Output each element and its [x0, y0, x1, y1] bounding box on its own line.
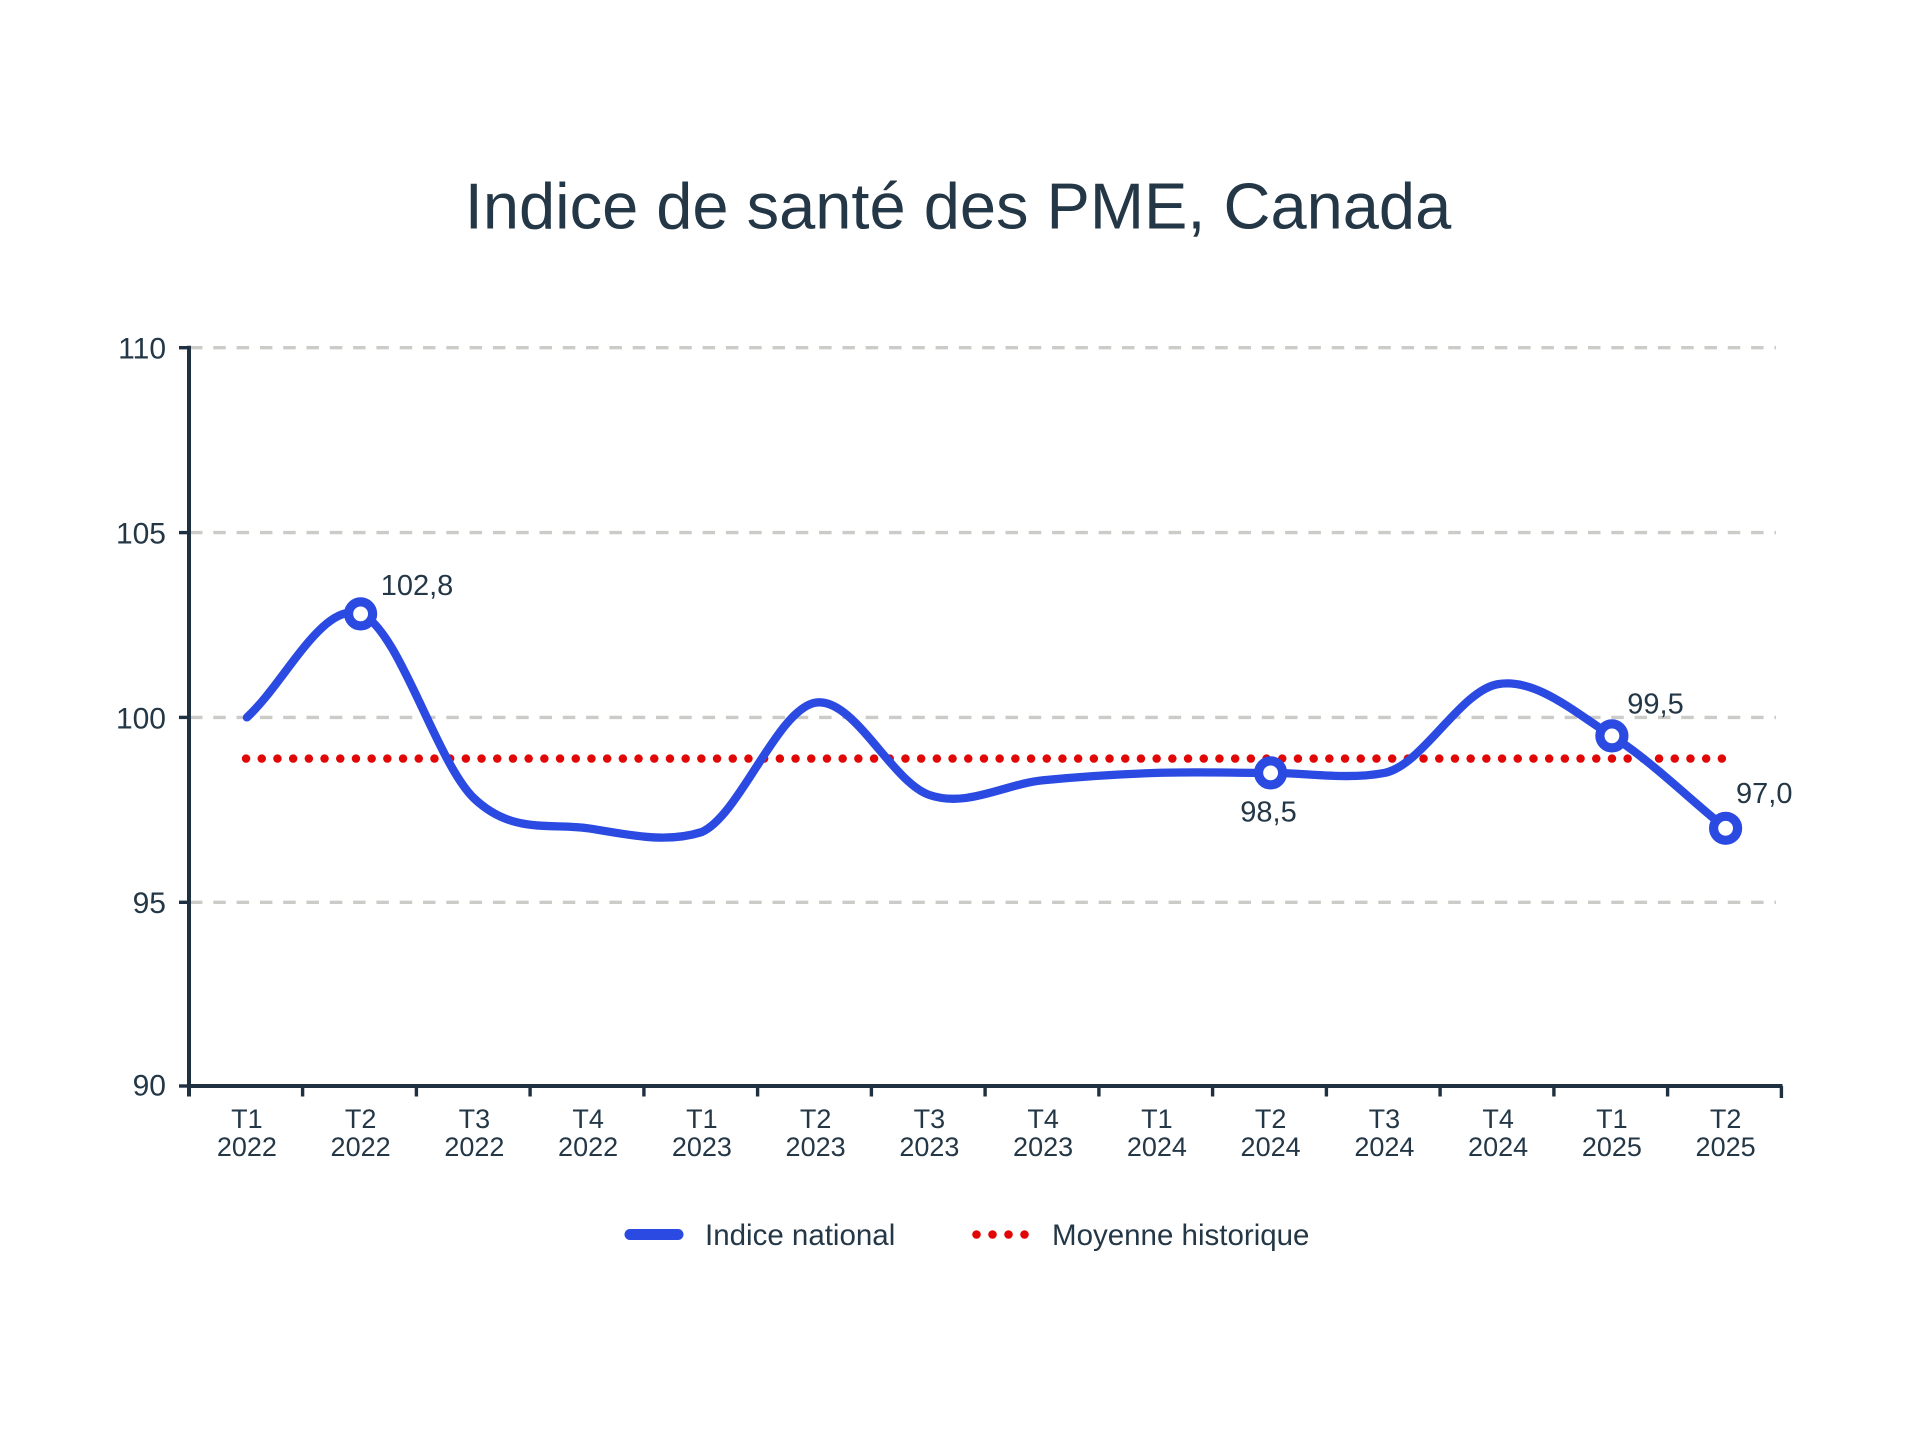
- svg-text:90: 90: [133, 1070, 166, 1103]
- svg-text:T2: T2: [1255, 1104, 1287, 1134]
- svg-text:102,8: 102,8: [381, 570, 454, 602]
- svg-text:T4: T4: [1482, 1104, 1514, 1134]
- svg-text:T2: T2: [345, 1104, 377, 1134]
- svg-text:T4: T4: [1027, 1104, 1059, 1134]
- svg-text:T1: T1: [686, 1104, 718, 1134]
- svg-text:100: 100: [116, 702, 166, 735]
- svg-text:T1: T1: [1596, 1104, 1628, 1134]
- svg-text:T3: T3: [914, 1104, 946, 1134]
- svg-text:97,0: 97,0: [1736, 778, 1792, 810]
- svg-text:T3: T3: [459, 1104, 491, 1134]
- svg-text:2024: 2024: [1127, 1132, 1187, 1162]
- svg-text:T1: T1: [1141, 1104, 1173, 1134]
- svg-text:2024: 2024: [1468, 1132, 1528, 1162]
- svg-text:2024: 2024: [1241, 1132, 1301, 1162]
- svg-text:2025: 2025: [1582, 1132, 1642, 1162]
- svg-text:110: 110: [118, 333, 166, 366]
- svg-text:98,5: 98,5: [1240, 797, 1296, 829]
- svg-text:95: 95: [133, 887, 166, 920]
- svg-text:T4: T4: [572, 1104, 604, 1134]
- svg-text:99,5: 99,5: [1627, 689, 1683, 721]
- svg-text:2022: 2022: [444, 1132, 504, 1162]
- svg-text:2023: 2023: [899, 1132, 959, 1162]
- svg-text:T3: T3: [1369, 1104, 1401, 1134]
- svg-text:T1: T1: [231, 1104, 263, 1134]
- svg-text:2023: 2023: [1013, 1132, 1073, 1162]
- svg-text:2023: 2023: [672, 1132, 732, 1162]
- svg-text:2022: 2022: [217, 1132, 277, 1162]
- svg-text:T2: T2: [800, 1104, 832, 1134]
- svg-text:Indice de santé des PME, Canad: Indice de santé des PME, Canada: [465, 170, 1452, 243]
- svg-text:Indice national: Indice national: [705, 1219, 895, 1252]
- svg-text:2024: 2024: [1354, 1132, 1414, 1162]
- svg-text:2025: 2025: [1696, 1132, 1756, 1162]
- svg-text:105: 105: [116, 518, 166, 551]
- svg-text:2022: 2022: [558, 1132, 618, 1162]
- svg-text:T2: T2: [1710, 1104, 1742, 1134]
- svg-text:2023: 2023: [786, 1132, 846, 1162]
- svg-text:Moyenne historique: Moyenne historique: [1052, 1219, 1309, 1252]
- svg-text:2022: 2022: [331, 1132, 391, 1162]
